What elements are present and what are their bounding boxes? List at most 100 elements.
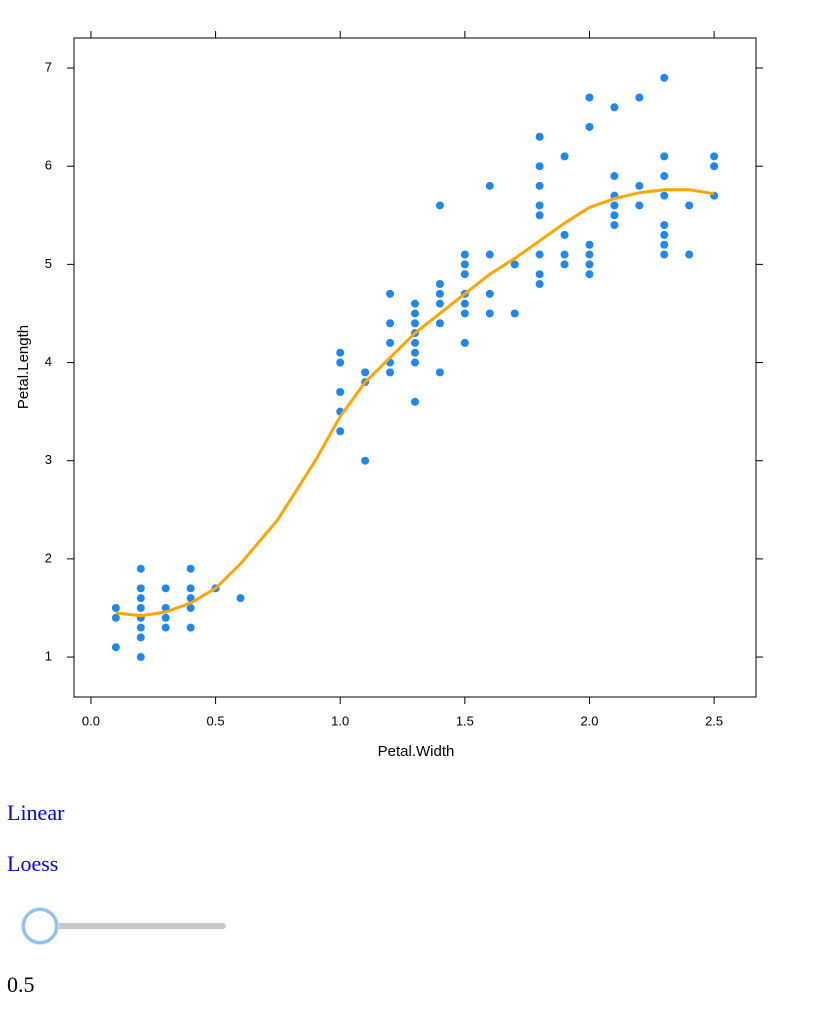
point (111, 643, 120, 652)
point (361, 368, 370, 377)
point (161, 584, 170, 593)
point (610, 201, 619, 210)
point (510, 309, 519, 318)
point (186, 623, 195, 632)
point (136, 584, 145, 593)
point (460, 299, 469, 308)
point (535, 211, 544, 220)
point (411, 397, 419, 406)
point (585, 93, 594, 102)
point (585, 240, 594, 249)
point (386, 338, 395, 347)
point (485, 250, 494, 259)
point (136, 594, 145, 603)
slider-thumb[interactable] (22, 908, 58, 944)
span-value: 0.5 (7, 972, 35, 997)
y-tick-label: 6 (45, 158, 52, 173)
point (336, 427, 345, 436)
point (411, 299, 419, 308)
y-axis-label: Petal.Length (15, 325, 32, 409)
point (186, 564, 195, 573)
point (236, 594, 245, 603)
point (111, 613, 120, 622)
point (535, 280, 544, 289)
point (485, 309, 494, 318)
point (560, 260, 569, 269)
point (610, 172, 619, 181)
point (361, 456, 370, 465)
point (610, 103, 619, 112)
point (136, 603, 145, 612)
chart: Petal.Width Petal.Length 0.0 0.5 1.0 1.5 2.0… (15, 31, 763, 760)
point (660, 73, 669, 82)
y-tick-label: 7 (45, 59, 52, 74)
point (685, 201, 694, 210)
point (386, 319, 395, 328)
x-tick-label: 1.5 (456, 713, 474, 728)
point (635, 181, 644, 190)
point (435, 201, 444, 210)
point (535, 132, 544, 141)
point (535, 201, 544, 210)
linear-link[interactable]: Linear (7, 800, 65, 825)
point (435, 289, 444, 298)
y-tick-label: 1 (45, 648, 52, 663)
point (660, 230, 669, 239)
point (411, 319, 419, 328)
y-tick-label: 4 (45, 354, 52, 369)
point (685, 250, 694, 259)
point (660, 240, 669, 249)
point (186, 603, 195, 612)
point (635, 201, 644, 210)
point (435, 280, 444, 289)
point (560, 250, 569, 259)
point (660, 191, 669, 200)
point (336, 348, 345, 357)
point (660, 152, 669, 161)
point (635, 93, 644, 102)
point (336, 387, 345, 396)
point (435, 299, 444, 308)
x-tick-label: 0.5 (207, 713, 225, 728)
point (535, 162, 544, 171)
point (336, 358, 345, 367)
point (585, 250, 594, 259)
point (111, 603, 120, 612)
point (585, 270, 594, 279)
point (161, 623, 170, 632)
point (411, 358, 419, 367)
point (535, 181, 544, 190)
point (510, 260, 519, 269)
point (136, 564, 145, 573)
x-tick-label: 2.0 (580, 713, 598, 728)
point (710, 162, 719, 171)
point (411, 348, 419, 357)
y-tick-label: 3 (45, 452, 52, 467)
point (386, 289, 395, 298)
span-slider[interactable] (20, 908, 230, 944)
point (535, 270, 544, 279)
point (460, 309, 469, 318)
point (660, 250, 669, 259)
point (386, 368, 395, 377)
point (585, 260, 594, 269)
point (660, 221, 669, 230)
point (161, 613, 170, 622)
point (460, 250, 469, 259)
point (460, 260, 469, 269)
point (460, 338, 469, 347)
point (136, 633, 145, 642)
x-axis-label: Petal.Width (378, 743, 455, 760)
y-tick-label: 5 (45, 256, 52, 271)
point (435, 319, 444, 328)
x-tick-label: 1.0 (331, 713, 349, 728)
x-tick-label: 0.0 (82, 713, 100, 728)
point (136, 653, 145, 662)
loess-link[interactable]: Loess (7, 851, 59, 876)
point (610, 221, 619, 230)
plot-frame (73, 37, 757, 698)
y-tick-label: 2 (45, 550, 52, 565)
point (460, 270, 469, 279)
point (485, 181, 494, 190)
